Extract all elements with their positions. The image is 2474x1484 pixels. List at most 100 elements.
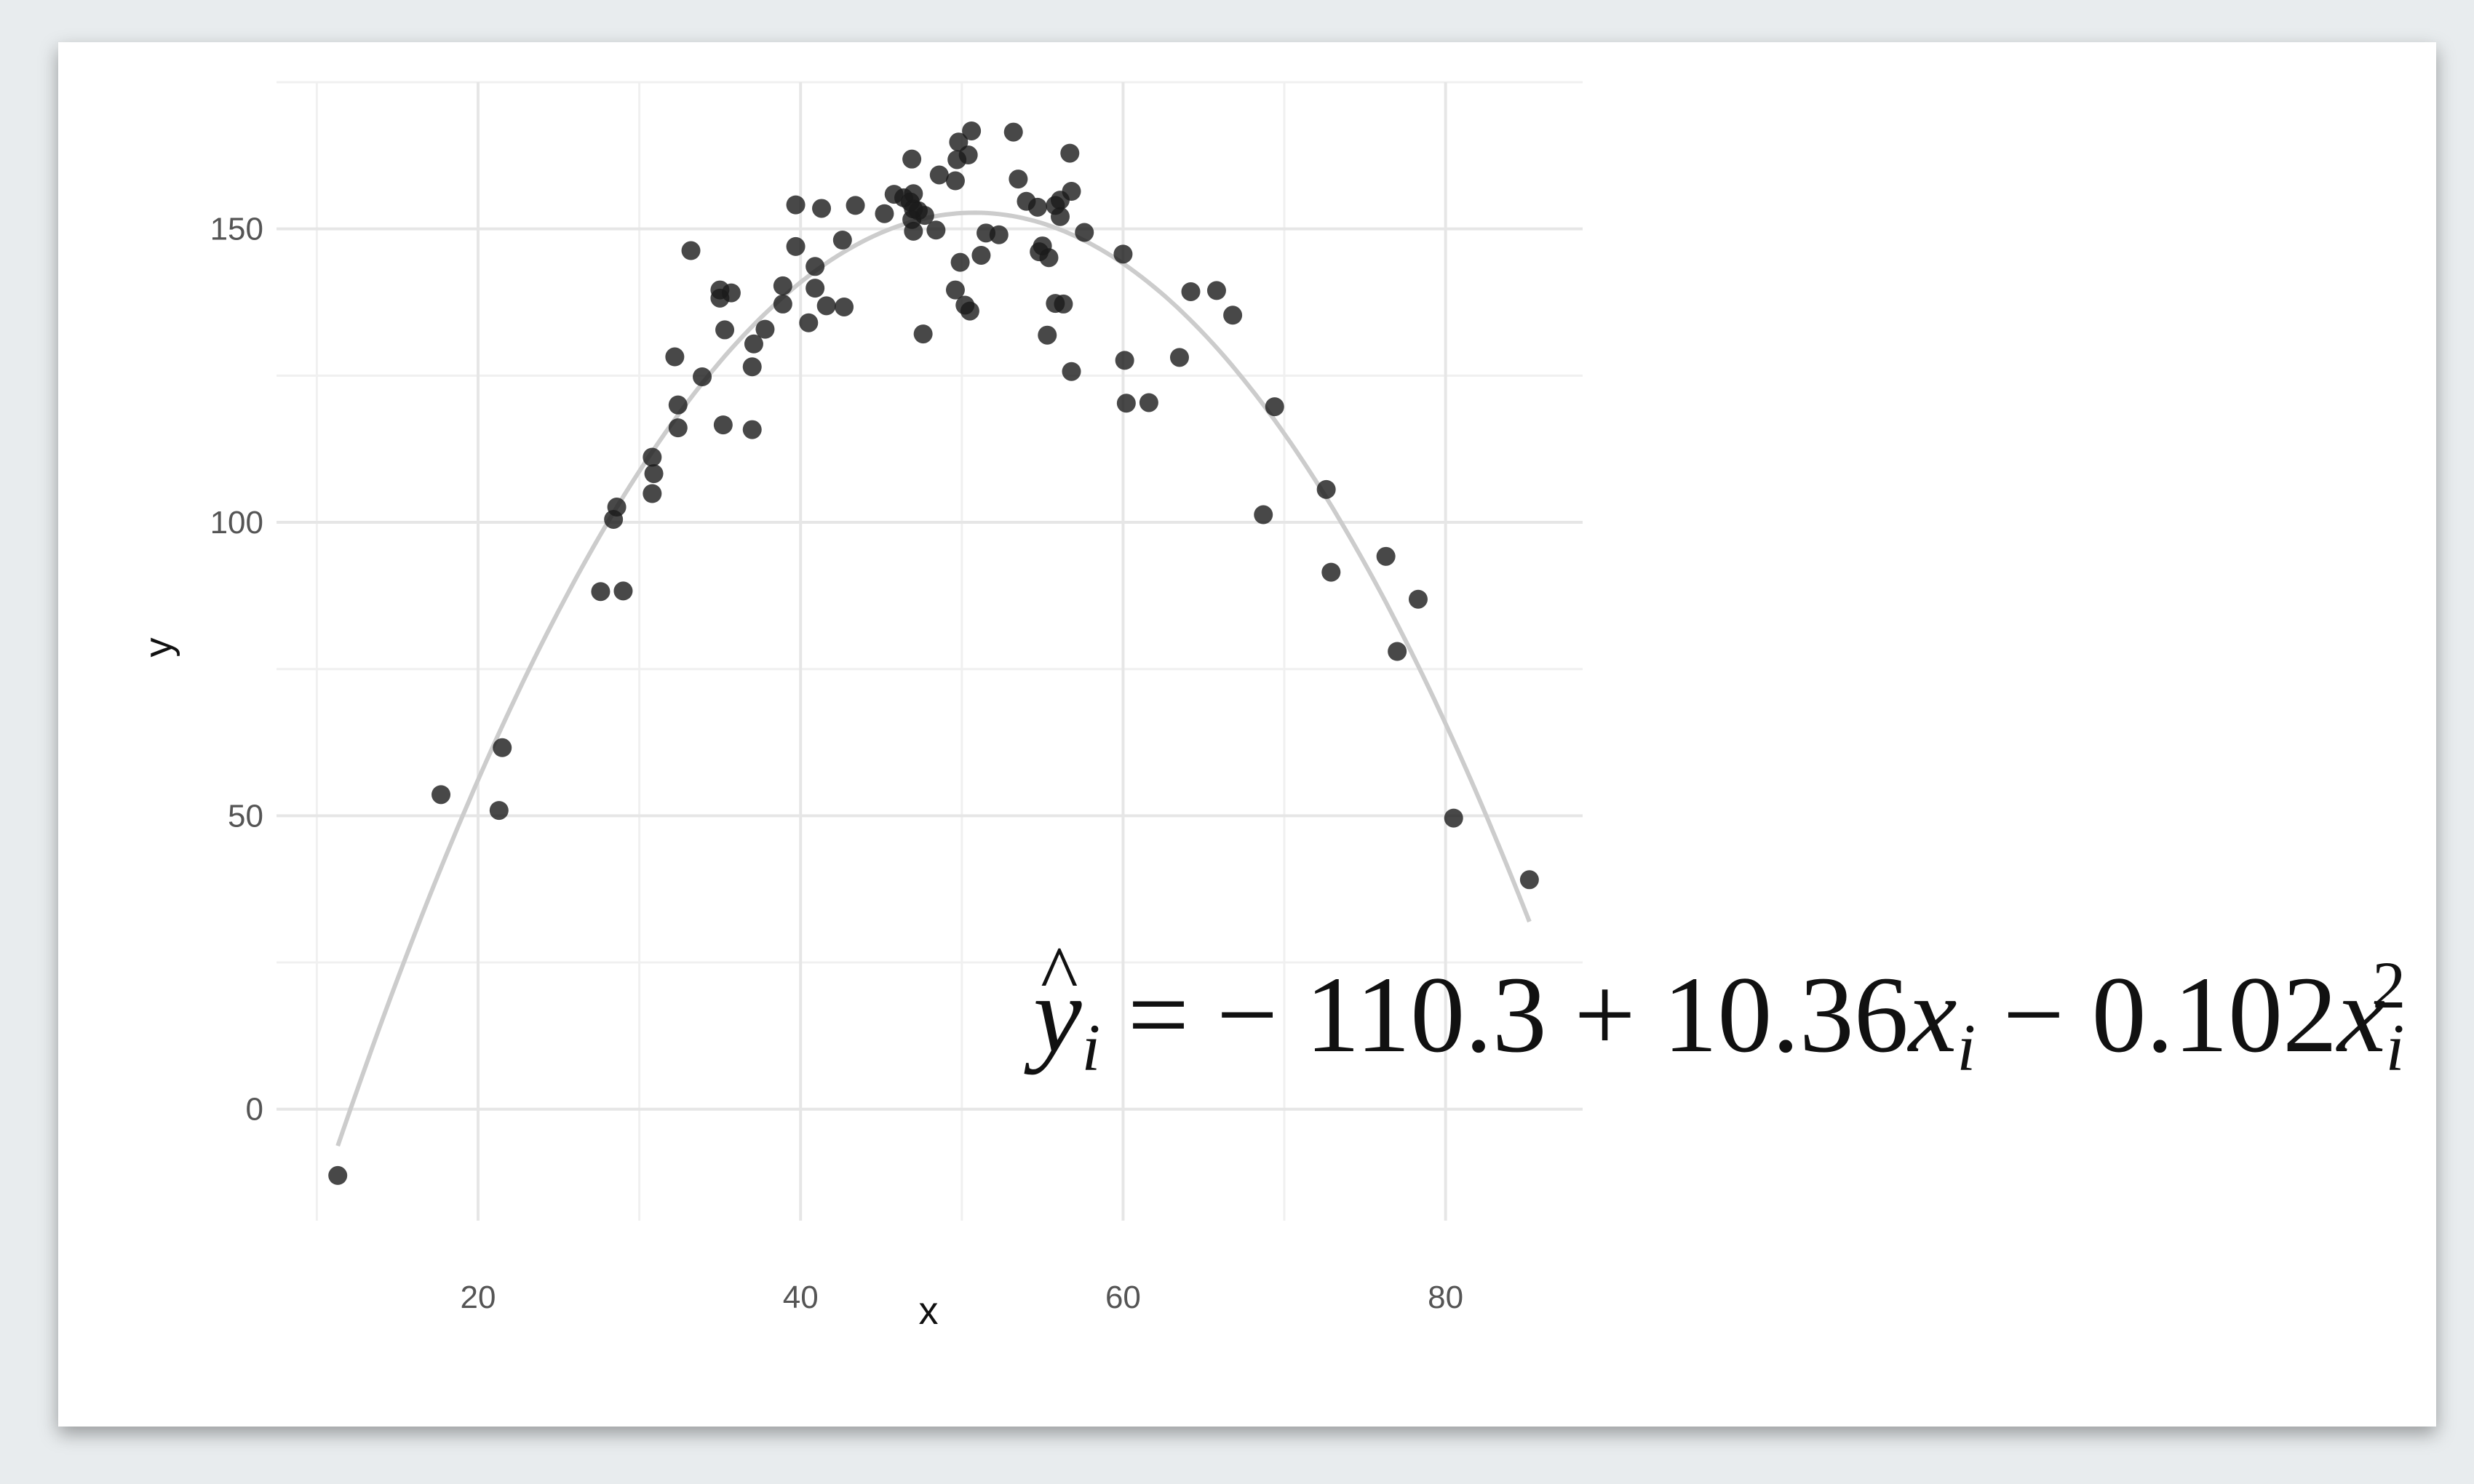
data-point [786, 236, 806, 256]
data-point [835, 297, 854, 316]
data-point [681, 241, 701, 260]
y-tick-label: 100 [210, 505, 263, 540]
data-point [613, 581, 633, 601]
data-point [1062, 182, 1081, 202]
data-point [915, 206, 934, 226]
data-point [1388, 642, 1407, 661]
data-point [989, 225, 1009, 244]
data-point [1054, 294, 1073, 314]
data-point [493, 738, 512, 757]
x-tick-label: 20 [461, 1280, 496, 1315]
x-tick-label: 80 [1428, 1280, 1463, 1315]
data-point [1003, 122, 1023, 142]
data-point [945, 280, 965, 300]
x-tick-label: 60 [1105, 1280, 1141, 1315]
data-point [744, 334, 763, 354]
equation-terms: = − 110.3 + 10.36 [1100, 954, 1909, 1075]
data-point [721, 283, 741, 303]
data-point [816, 296, 836, 316]
minor-gridlines [277, 81, 1583, 1221]
data-point [904, 184, 923, 204]
equation-exponent: 2 [2372, 948, 2406, 1022]
data-point [1519, 870, 1539, 890]
data-point [591, 582, 610, 602]
data-point [742, 420, 762, 439]
x-tick-label: 40 [783, 1280, 819, 1315]
data-point [1321, 562, 1341, 582]
regression-equation: yi = − 110.3 + 10.36xi − 0.102xi2 [1033, 934, 2406, 1081]
data-point [971, 245, 991, 265]
chart-slide: 20 40 60 80 0 50 100 150 x y yi = − 110.3 + 10.… [58, 42, 2436, 1427]
data-point [773, 294, 792, 314]
data-point [607, 498, 627, 517]
data-point [1051, 207, 1070, 226]
data-point [926, 220, 946, 240]
data-point [665, 347, 685, 367]
equation-lhs-subscript: i [1081, 1010, 1101, 1085]
data-point [643, 447, 662, 467]
data-point [1169, 348, 1189, 367]
equation-quadratic-term: − 0.102 [1976, 954, 2338, 1075]
data-point [1254, 505, 1273, 524]
data-point [949, 132, 968, 152]
tick-labels: 20 40 60 80 0 50 100 150 [210, 212, 1464, 1315]
data-point [1062, 362, 1081, 381]
data-point [913, 324, 933, 344]
data-point [1316, 479, 1336, 499]
data-point [1115, 351, 1134, 370]
equation-var2-subscript: i [2385, 1010, 2405, 1085]
data-point [328, 1165, 348, 1185]
data-points [328, 121, 1539, 1185]
y-tick-label: 150 [210, 212, 263, 247]
y-tick-label: 0 [246, 1092, 263, 1128]
data-point [945, 171, 965, 191]
data-point [1060, 143, 1080, 163]
data-point [668, 418, 688, 438]
data-point [668, 395, 688, 415]
data-point [1009, 169, 1028, 189]
data-point [742, 357, 762, 377]
data-point [1039, 248, 1059, 268]
data-point [846, 196, 865, 215]
data-point [643, 484, 662, 503]
data-point [950, 252, 970, 272]
data-point [1139, 393, 1158, 412]
equation-var2: x [2337, 954, 2386, 1075]
data-point [806, 257, 825, 276]
data-point [713, 415, 733, 435]
data-point [1116, 394, 1136, 413]
data-point [1376, 546, 1396, 566]
data-point [902, 149, 922, 169]
data-point [1408, 589, 1428, 609]
data-point [715, 320, 735, 340]
x-axis-label: x [919, 1289, 939, 1333]
data-point [1223, 306, 1243, 325]
data-point [1265, 397, 1284, 417]
data-point [832, 231, 852, 250]
data-point [1206, 281, 1226, 300]
data-point [1075, 223, 1094, 242]
data-point [812, 199, 832, 218]
data-point [786, 195, 806, 215]
data-point [806, 279, 825, 298]
data-point [962, 121, 982, 140]
data-point [644, 464, 664, 484]
scatter-chart: 20 40 60 80 0 50 100 150 x y [137, 81, 1583, 1333]
data-point [693, 367, 712, 386]
data-point [1027, 197, 1047, 217]
data-point [1181, 282, 1201, 301]
data-point [960, 301, 979, 321]
y-tick-label: 50 [228, 798, 263, 834]
y-axis-label: y [137, 638, 180, 658]
data-point [1444, 808, 1463, 828]
data-point [799, 313, 819, 332]
data-point [773, 276, 792, 295]
data-point [958, 145, 978, 165]
data-point [929, 165, 949, 185]
data-point [1038, 325, 1057, 345]
data-point [875, 204, 894, 223]
data-point [1113, 244, 1133, 264]
equation-var1: x [1908, 954, 1957, 1075]
data-point [431, 785, 451, 805]
data-point [489, 801, 509, 821]
